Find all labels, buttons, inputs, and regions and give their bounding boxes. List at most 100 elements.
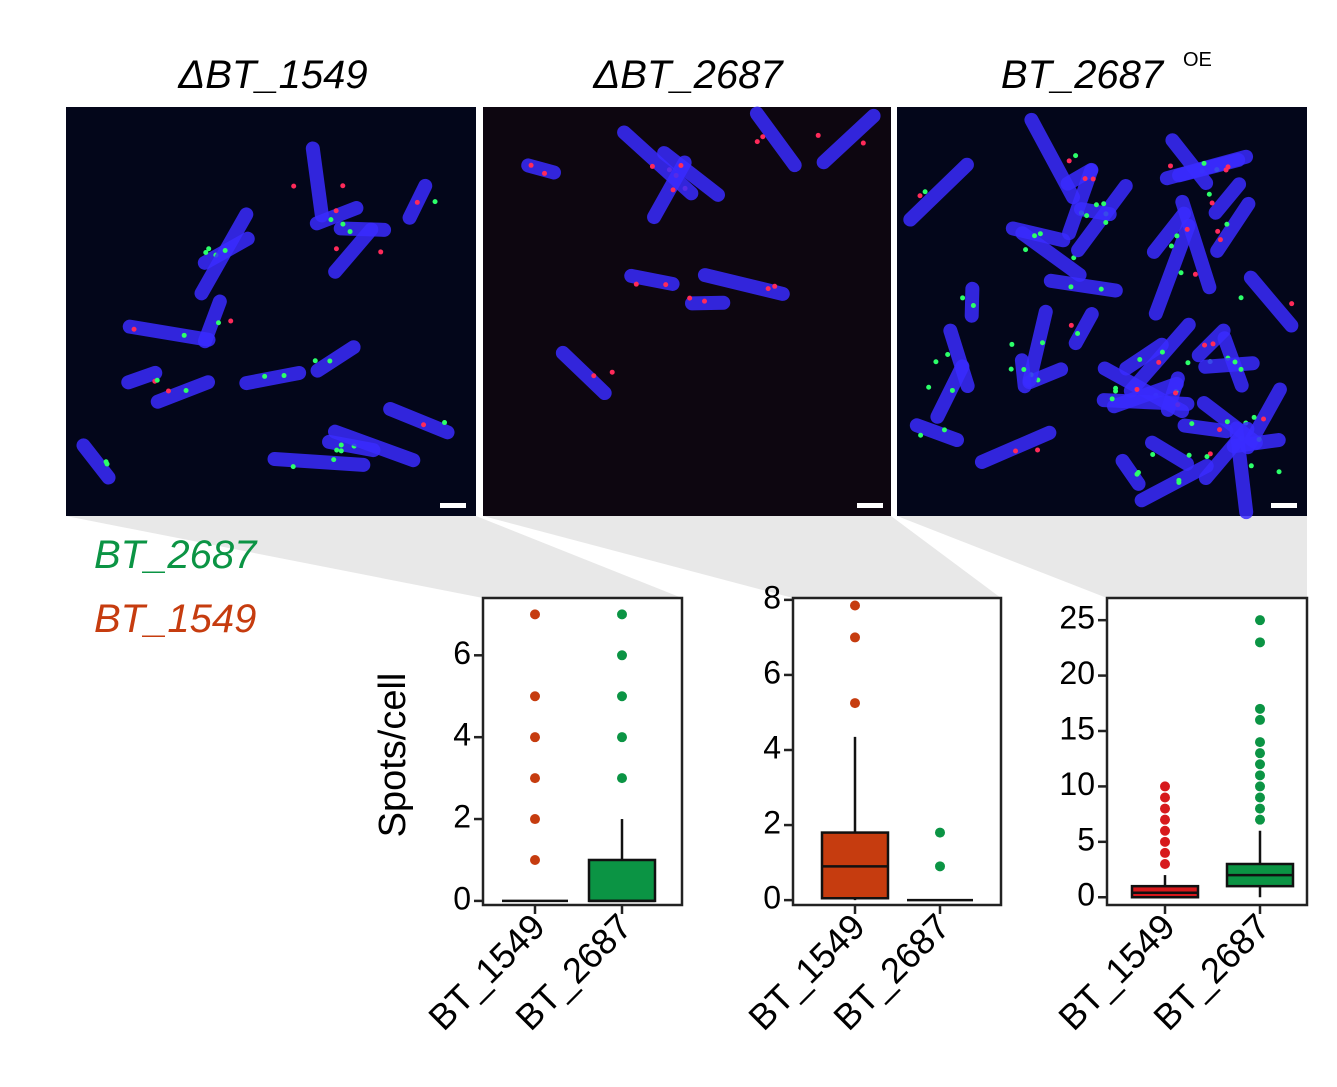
connector [483, 516, 1001, 598]
spot [1084, 213, 1090, 219]
spot [378, 249, 384, 255]
y-tick-label: 20 [1059, 655, 1095, 691]
spot [649, 163, 655, 169]
spot [1066, 158, 1072, 164]
spot [131, 326, 137, 332]
spot [1224, 419, 1230, 425]
spot [1168, 243, 1174, 249]
outlier [1255, 759, 1265, 770]
spot [1037, 231, 1043, 237]
cell [749, 106, 802, 173]
spot [338, 448, 344, 454]
panel-title: BT_2687 [1001, 53, 1165, 97]
spot [772, 283, 778, 289]
spot [1156, 359, 1162, 365]
spot [222, 248, 228, 254]
y-tick-label: 2 [453, 798, 471, 834]
outlier [530, 814, 540, 825]
y-tick-label: 4 [763, 729, 781, 765]
cell [1071, 178, 1133, 258]
spot [1103, 219, 1109, 225]
spot [1023, 247, 1029, 253]
spot [291, 183, 297, 189]
spot [670, 187, 676, 193]
spot [1159, 349, 1165, 355]
spot [1040, 340, 1046, 346]
spot [1174, 233, 1180, 239]
spot [1090, 176, 1096, 182]
spot [1184, 226, 1190, 232]
y-tick-label: 25 [1059, 600, 1095, 636]
cell [305, 141, 329, 223]
cell [1210, 196, 1256, 258]
cell [1229, 421, 1254, 520]
spot [1232, 359, 1238, 365]
spot [1201, 160, 1207, 166]
spot [542, 170, 548, 176]
spot [104, 461, 110, 467]
cell [903, 157, 974, 227]
spot [1035, 447, 1041, 453]
cell [1243, 270, 1299, 333]
spot [917, 193, 923, 199]
cell [239, 365, 307, 391]
outlier [1160, 803, 1170, 814]
outlier [1255, 714, 1265, 725]
outlier [1160, 814, 1170, 825]
spot [1101, 201, 1107, 207]
outlier [617, 609, 627, 620]
cell [816, 108, 881, 170]
connector [897, 516, 1307, 598]
spot [1109, 396, 1115, 402]
spot [338, 442, 344, 448]
cell [121, 365, 163, 390]
spot [421, 422, 427, 428]
micrograph [66, 107, 476, 516]
outlier [1255, 637, 1265, 648]
cell [322, 434, 381, 458]
spot [702, 298, 708, 304]
spot [941, 427, 947, 433]
cell [1145, 435, 1194, 471]
outlier [530, 732, 540, 743]
spot [1009, 341, 1015, 347]
cell [310, 340, 361, 378]
spot [1150, 451, 1156, 457]
outlier [1255, 703, 1265, 714]
spot [1185, 360, 1191, 366]
spot [1207, 451, 1213, 457]
spot [206, 246, 212, 252]
scale-bar [857, 503, 883, 508]
cell [1148, 218, 1196, 321]
spot [290, 464, 296, 470]
y-tick-label: 6 [763, 654, 781, 690]
spot [1217, 237, 1223, 243]
spot [347, 229, 353, 235]
plot-frame [481, 596, 684, 907]
spot [1204, 454, 1210, 460]
cell [617, 125, 699, 201]
spot [1224, 221, 1230, 227]
spot [1186, 452, 1192, 458]
y-tick-label: 2 [763, 805, 781, 841]
cell [122, 319, 216, 347]
spot [1189, 421, 1195, 427]
spot [1173, 390, 1179, 396]
outlier [1255, 770, 1265, 781]
cell [685, 295, 731, 311]
spot [340, 183, 346, 189]
outlier [1255, 814, 1265, 825]
outlier [935, 827, 945, 838]
spot [1210, 341, 1216, 347]
cell [1014, 353, 1032, 394]
y-tick-label: 0 [453, 880, 471, 916]
outlier [1160, 825, 1170, 836]
cell [1198, 356, 1260, 374]
spot [949, 387, 955, 393]
spot [926, 384, 932, 390]
cell [150, 375, 215, 409]
spot [1073, 153, 1079, 159]
spot [432, 199, 438, 205]
spot [340, 221, 346, 227]
spot [1008, 366, 1014, 372]
